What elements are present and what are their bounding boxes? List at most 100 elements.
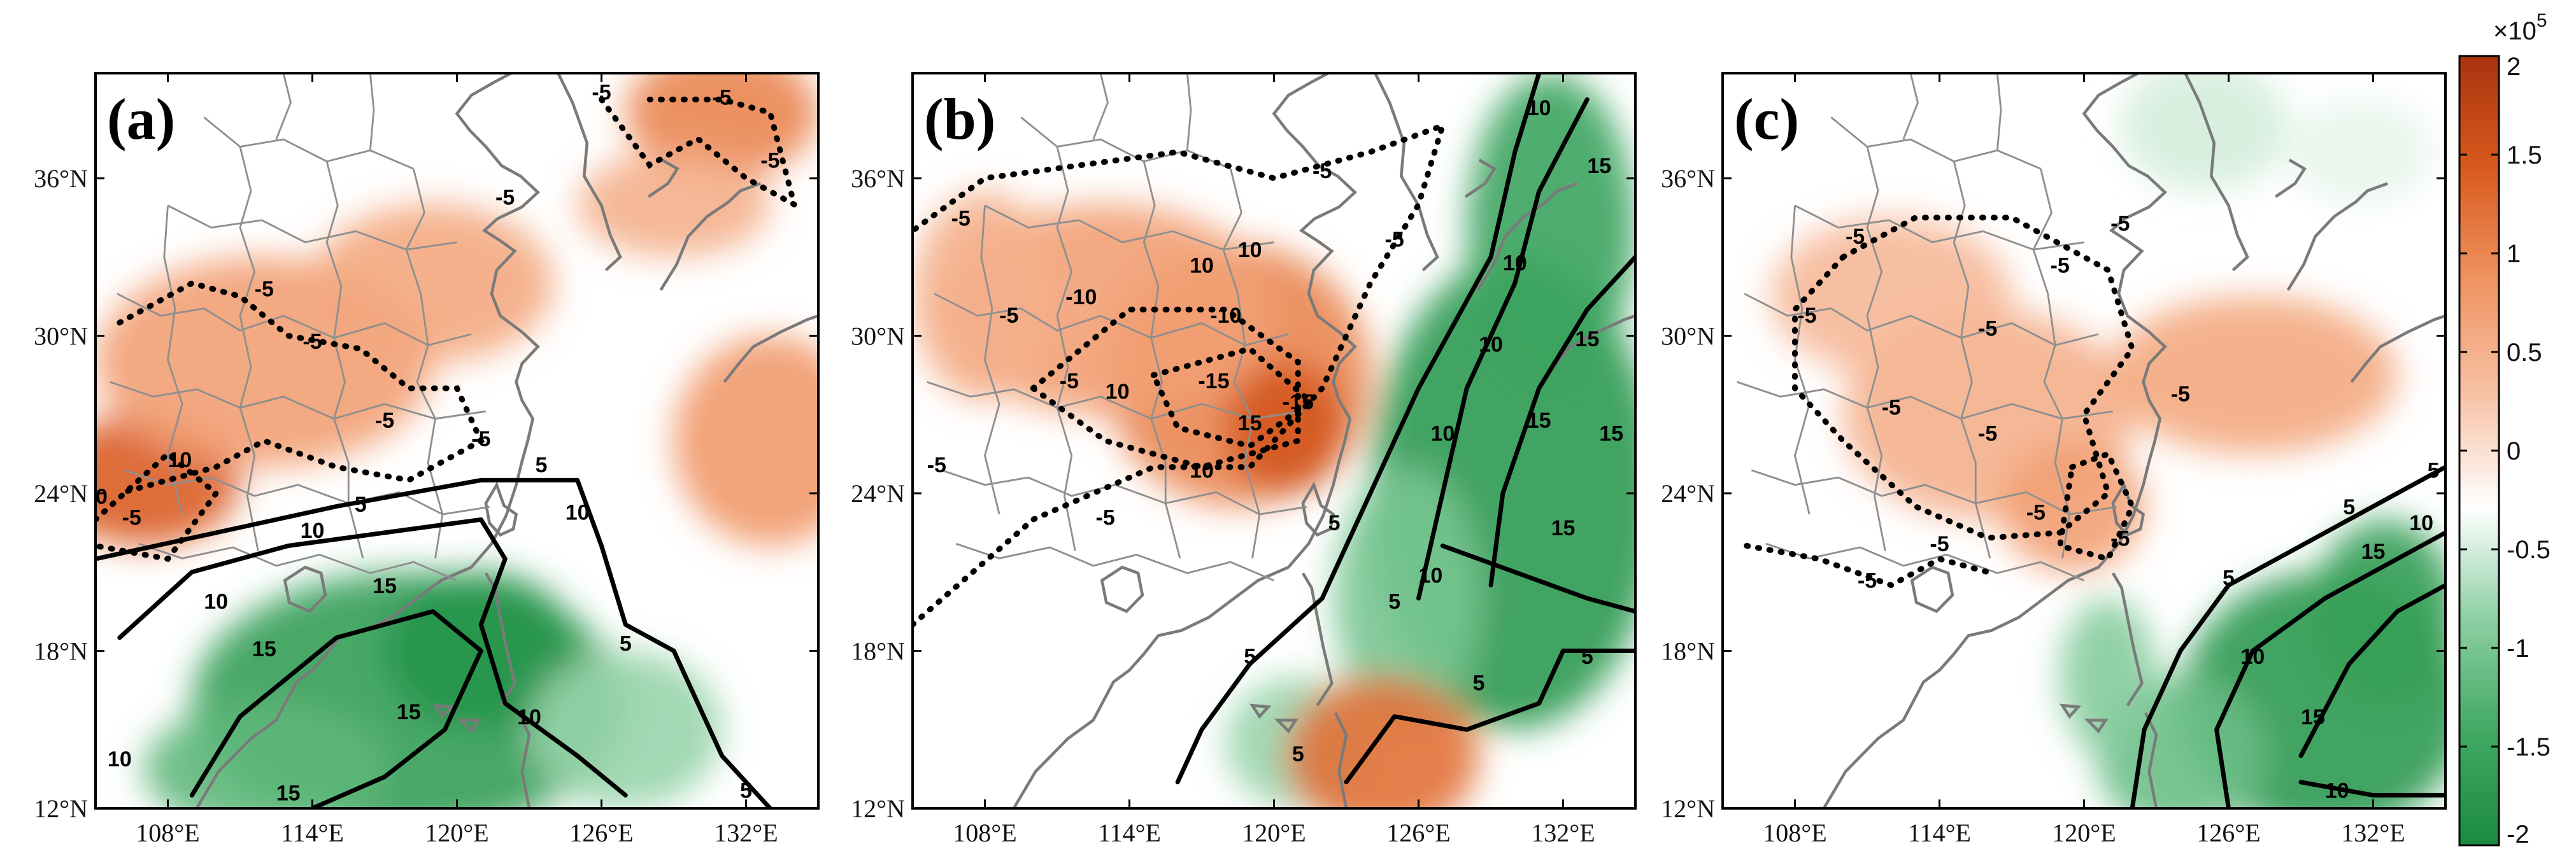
contour-label: -5 <box>1797 304 1816 328</box>
contour-labels: -5 -5 -5 -5 -5 -10 10 10 -10 10 -15 15 -15 10 -5 -5 10 15… <box>927 96 1623 766</box>
x-tick-label: 132°E <box>1531 819 1595 847</box>
y-tick-label: 12°N <box>1661 794 1715 823</box>
contour-label: 5 <box>2223 566 2235 590</box>
y-tick-label: 30°N <box>34 322 88 351</box>
contour-label: -5 <box>1096 506 1115 530</box>
field-blob <box>674 335 818 546</box>
colorbar-tick-label: 2 <box>2507 53 2521 81</box>
contour-label: 10 <box>1419 563 1443 587</box>
axis-ticks: 108°E 114°E 120°E 126°E 132°E 12°N 18°N 24°N 30°… <box>851 73 1635 847</box>
contour-label: -5 <box>1846 225 1865 249</box>
colorbar-tick-label: -0.5 <box>2507 536 2551 564</box>
field-blob <box>1770 217 2012 376</box>
contour-label: 5 <box>2343 495 2355 519</box>
field-blob <box>143 703 385 808</box>
contour-label: 5 <box>535 453 547 477</box>
contour-label: 10 <box>1238 238 1262 262</box>
contour-lines <box>96 96 799 808</box>
contour-label: 10 <box>2240 645 2265 669</box>
contour-label: 15 <box>1575 327 1599 351</box>
contour-label: 10 <box>1190 458 1214 482</box>
contour-labels: 5 -5 -5 -5 -5 10 10 -5 5 5 10 10 10 15 15 15 10 5 10 15 5 5 -5… <box>78 80 779 806</box>
contour-negative <box>913 121 1448 628</box>
contour-label: 10 <box>2325 779 2349 803</box>
contour-negative <box>1744 543 1991 589</box>
contour-negative <box>117 280 485 496</box>
contour-label: -5 <box>592 80 611 104</box>
contour-label: 5 <box>1581 645 1593 669</box>
contour-label: -10 <box>1210 304 1241 328</box>
contour-label: -5 <box>2171 383 2190 407</box>
contour-label: 15 <box>373 574 397 598</box>
contour-label: 5 <box>1473 671 1485 695</box>
colorbar-tick-label: 0.5 <box>2507 339 2542 367</box>
contour-label: 5 <box>78 290 90 314</box>
contour-label: 10 <box>1527 96 1551 120</box>
y-tick-label: 12°N <box>851 794 905 823</box>
contour-label: 15 <box>276 782 301 806</box>
x-tick-label: 114°E <box>281 819 344 847</box>
contour-label: -5 <box>1060 369 1079 393</box>
contour-label: -5 <box>2110 212 2130 236</box>
heatmap-field <box>913 73 1635 808</box>
panel-c: -5 -5 -5 -5 -5 -5 -5 -5 -5 -5 -5 -5 5 5 5 10 10 15 15 10 10… <box>1661 72 2447 847</box>
contour-positive <box>1440 544 1635 614</box>
x-tick-label: 120°E <box>1242 819 1306 847</box>
contour-label: -5 <box>375 409 394 433</box>
y-tick-label: 36°N <box>851 164 905 193</box>
x-tick-label: 108°E <box>1763 819 1826 847</box>
field-blob <box>2108 296 2398 454</box>
colorbar: 2 1.5 1 0.5 0 -0.5 -1 -1.5 -2 ×105 <box>2458 10 2551 848</box>
contour-label: -5 <box>760 149 779 173</box>
contour-negative <box>599 96 799 211</box>
contour-positive <box>96 477 772 808</box>
contour-label: -5 <box>713 86 732 110</box>
field-blob <box>2120 73 2289 192</box>
field-blob <box>2289 99 2434 205</box>
contour-label: 5 <box>740 779 752 803</box>
contour-label: -5 <box>1313 159 1332 183</box>
colorbar-tick-label: -2 <box>2507 820 2530 848</box>
contour-label: 5 <box>620 632 632 656</box>
contour-label: 10 <box>517 705 541 729</box>
colorbar-tick-label: -1 <box>2507 635 2530 663</box>
y-tick-label: 18°N <box>1661 637 1715 666</box>
contour-label: 15 <box>252 637 276 661</box>
contour-positive <box>1416 97 1590 601</box>
contour-label: 10 <box>566 500 590 524</box>
x-tick-label: 132°E <box>2341 819 2405 847</box>
x-tick-label: 120°E <box>2052 819 2116 847</box>
contour-label: 10 <box>1106 380 1130 404</box>
panel-label: (b) <box>924 87 995 151</box>
contour-label: 10 <box>1190 254 1214 278</box>
colorbar-multiplier: ×105 <box>2493 10 2547 45</box>
contour-positive <box>2298 582 2445 758</box>
colorbar-tick-label: 0 <box>2507 437 2521 465</box>
contour-label: 10 <box>1430 422 1455 446</box>
field-blob <box>1225 362 1346 493</box>
contour-label: 10 <box>83 485 108 509</box>
contour-label: 15 <box>2301 705 2325 729</box>
contour-label: -5 <box>495 185 515 209</box>
contour-label: 5 <box>1388 590 1400 614</box>
y-tick-label: 30°N <box>851 322 905 351</box>
x-tick-label: 108°E <box>953 819 1016 847</box>
y-tick-label: 36°N <box>34 164 88 193</box>
contour-positive <box>2298 780 2445 798</box>
colorbar-tick-label: -1.5 <box>2507 733 2551 761</box>
contour-label: 15 <box>1587 154 1611 178</box>
contour-positive <box>2130 465 2445 808</box>
contour-label: -5 <box>122 506 141 530</box>
contour-label: 15 <box>1551 516 1576 540</box>
y-tick-label: 24°N <box>1661 479 1715 508</box>
x-tick-label: 126°E <box>1386 819 1450 847</box>
contour-positive <box>1344 649 1635 785</box>
contour-label: -5 <box>1978 422 1997 446</box>
x-tick-label: 120°E <box>425 819 488 847</box>
colorbar-tick-label: 1.5 <box>2507 141 2542 169</box>
contour-label: 5 <box>1328 511 1341 535</box>
field-blob <box>2312 519 2445 703</box>
y-tick-label: 18°N <box>851 637 905 666</box>
y-tick-label: 18°N <box>34 637 88 666</box>
y-tick-label: 24°N <box>851 479 905 508</box>
